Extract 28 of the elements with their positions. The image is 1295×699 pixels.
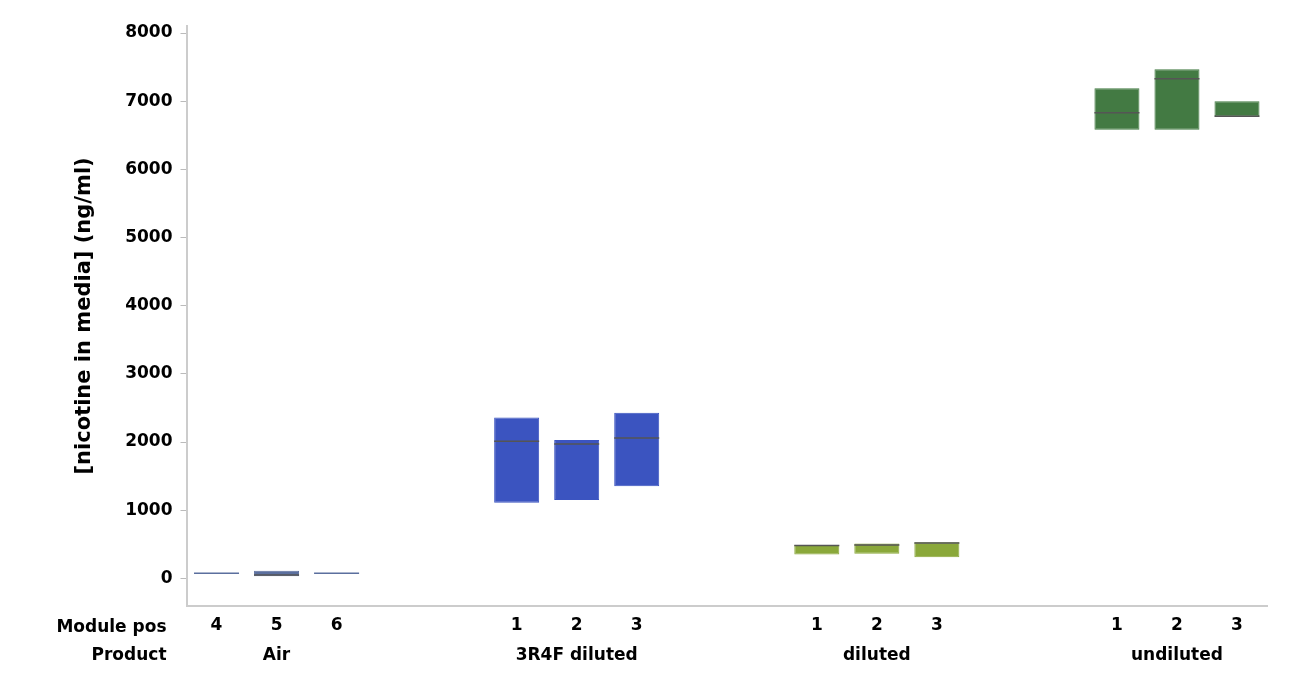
y-tick-label: 7000 <box>125 89 173 110</box>
x-tick-label: 5 <box>270 614 283 635</box>
text: Product <box>91 644 167 665</box>
y-tick-label: 5000 <box>125 225 173 246</box>
x-tick-label: 3 <box>630 614 643 635</box>
x-tick-label: 6 <box>330 614 343 635</box>
x-tick-label: 1 <box>510 614 523 635</box>
y-axis-title: [nicotine in media] (ng/ml) <box>71 157 96 475</box>
x-tick-label: 3 <box>930 614 943 635</box>
x-tick-label: 2 <box>570 614 583 635</box>
text: 3R4F diluted <box>515 644 638 665</box>
y-tick-label: 6000 <box>125 157 173 178</box>
x-tick-label: 2 <box>870 614 883 635</box>
y-tick-label: 1000 <box>125 498 173 519</box>
y-tick-label: 2000 <box>125 430 173 451</box>
x-tick-label: 3 <box>1231 614 1243 635</box>
text: diluted <box>842 644 911 665</box>
x-tick-label: 4 <box>210 614 223 635</box>
text: Air <box>262 644 291 665</box>
y-tick-label: 3000 <box>125 362 173 383</box>
x-tick-label: 1 <box>1111 614 1123 635</box>
y-tick-label: 8000 <box>125 21 173 42</box>
x-tick-label: 2 <box>1171 614 1183 635</box>
text: undiluted <box>1130 644 1223 665</box>
text: Module pos <box>56 616 167 637</box>
y-tick-label: 0 <box>160 566 173 587</box>
y-tick-label: 4000 <box>125 294 173 315</box>
x-tick-label: 1 <box>810 614 823 635</box>
